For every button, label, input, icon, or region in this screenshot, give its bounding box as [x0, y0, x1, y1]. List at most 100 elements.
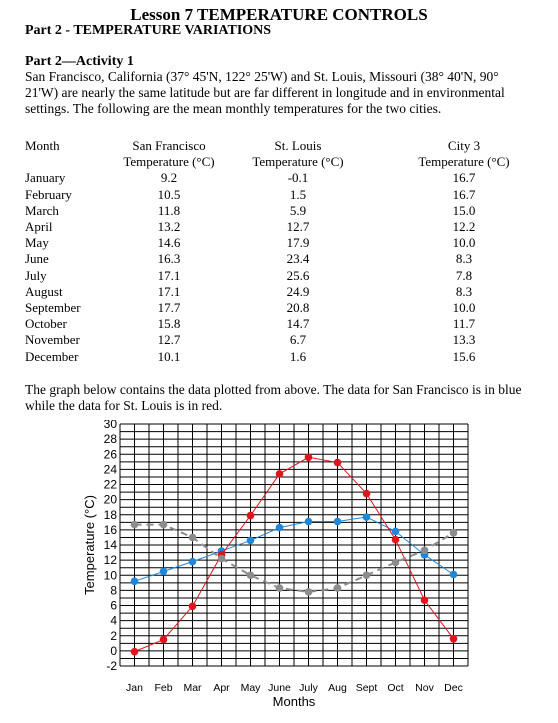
table-header-month: Month	[25, 138, 60, 153]
table-cell-sf: 13.2	[157, 219, 181, 235]
data-point	[188, 602, 197, 611]
table-cell-sf: 14.6	[157, 235, 181, 251]
data-point	[304, 517, 313, 526]
table-cell-month: May	[25, 235, 49, 251]
y-tick-label: 28	[104, 432, 118, 446]
table-cell-sl: 17.9	[286, 235, 310, 251]
chart-caption: The graph below contains the data plotte…	[25, 382, 522, 413]
table-month-column: Month January February March April May June Ju…	[25, 138, 81, 365]
data-point	[304, 588, 313, 596]
table-cell-sl: 1.5	[289, 186, 307, 202]
table-cell-sl: 1.6	[289, 348, 307, 364]
table-cell-month: January	[25, 170, 66, 186]
data-point	[449, 634, 458, 643]
x-tick-label: Nov	[415, 682, 434, 694]
data-point	[246, 511, 255, 520]
table-cell-sf: 17.1	[157, 283, 181, 299]
table-cell-c3: 10.0	[452, 300, 476, 316]
data-point	[333, 458, 342, 467]
y-tick-label: 18	[104, 508, 118, 522]
table-cell-sl: 23.4	[286, 251, 310, 267]
x-tick-label: Apr	[213, 682, 230, 694]
data-point	[246, 571, 255, 580]
data-point	[362, 571, 371, 580]
table-header-sf-unit: Temperature (°C)	[123, 154, 215, 170]
data-point	[275, 584, 284, 592]
data-point	[391, 558, 400, 567]
table-sl-column: St. Louis Temperature (°C) -0.1 1.5 5.9 12.…	[246, 138, 350, 365]
table-cell-sl: 5.9	[289, 202, 307, 218]
table-cell-month: August	[25, 283, 63, 299]
page-title: Lesson 7 TEMPERATURE CONTROLS	[130, 5, 428, 24]
table-cell-sl: 12.7	[286, 219, 310, 235]
table-cell-month: September	[25, 300, 81, 316]
data-point	[304, 453, 313, 462]
y-tick-label: 6	[110, 599, 117, 613]
table-cell-sl: 25.6	[286, 267, 310, 283]
data-point	[130, 647, 139, 656]
y-tick-label: 16	[104, 523, 118, 537]
x-tick-label: July	[299, 682, 318, 694]
table-cell-sl: 14.7	[286, 316, 310, 332]
y-tick-label: 30	[104, 420, 118, 431]
data-point	[333, 517, 342, 526]
x-tick-label: Sept	[356, 682, 378, 694]
y-tick-label: 0	[110, 644, 117, 658]
y-tick-label: 4	[110, 614, 117, 628]
table-cell-c3: 10.0	[452, 235, 476, 251]
table-cell-c3: 11.7	[452, 316, 476, 332]
x-tick-label: May	[241, 682, 262, 694]
data-point	[449, 570, 458, 579]
data-point	[246, 536, 255, 545]
table-cell-c3: 8.3	[455, 251, 473, 267]
data-point	[391, 527, 400, 536]
table-header-sl-unit: Temperature (°C)	[252, 154, 344, 170]
data-point	[420, 546, 429, 555]
y-tick-label: 12	[104, 553, 118, 567]
table-cell-c3: 16.7	[452, 186, 476, 202]
table-cell-sl: 6.7	[289, 332, 307, 348]
table-cell-month: July	[25, 267, 47, 283]
table-cell-month: April	[25, 219, 53, 235]
page-subtitle: Part 2 - TEMPERATURE VARIATIONS	[25, 23, 272, 38]
x-tick-label: Aug	[328, 682, 347, 694]
data-point	[391, 535, 400, 544]
data-point	[362, 513, 371, 521]
x-axis-label: Months	[273, 694, 316, 709]
table-cell-c3: 15.6	[452, 348, 476, 364]
table-cell-sf: 11.8	[157, 202, 181, 218]
table-cell-sf: 10.1	[157, 348, 181, 364]
data-point	[449, 529, 458, 537]
table-header-c3-unit: Temperature (°C)	[418, 154, 510, 170]
table-cell-month: December	[25, 348, 79, 364]
x-tick-label: Oct	[387, 682, 403, 694]
y-tick-label: 14	[104, 538, 118, 552]
y-tick-label: 20	[104, 493, 118, 507]
table-header-sf: San Francisco	[132, 138, 206, 153]
data-point	[159, 520, 168, 529]
y-tick-label: 2	[110, 629, 117, 643]
table-cell-sf: 15.8	[157, 316, 181, 332]
series-line	[134, 516, 454, 582]
x-tick-label: Jan	[126, 682, 143, 694]
data-point	[130, 577, 139, 586]
data-point	[188, 557, 197, 566]
table-cell-c3: 7.8	[455, 267, 473, 283]
data-point	[217, 554, 226, 563]
y-tick-label: 24	[104, 462, 118, 476]
table-cell-month: March	[25, 202, 59, 218]
table-cell-sf: 10.5	[157, 186, 181, 202]
series-line	[134, 523, 455, 593]
x-tick-label: Mar	[183, 682, 202, 694]
data-point	[362, 489, 371, 498]
table-header-sl: St. Louis	[274, 138, 322, 153]
data-point	[275, 470, 284, 478]
table-cell-c3: 13.3	[452, 332, 476, 348]
y-tick-label: -2	[106, 659, 117, 673]
data-point	[159, 635, 168, 644]
table-cell-sf: 16.3	[157, 251, 181, 267]
table-cell-sf: 17.1	[157, 267, 181, 283]
activity-intro: San Francisco, California (37° 45'N, 122…	[25, 69, 505, 116]
table-cell-c3: 15.0	[452, 202, 476, 218]
